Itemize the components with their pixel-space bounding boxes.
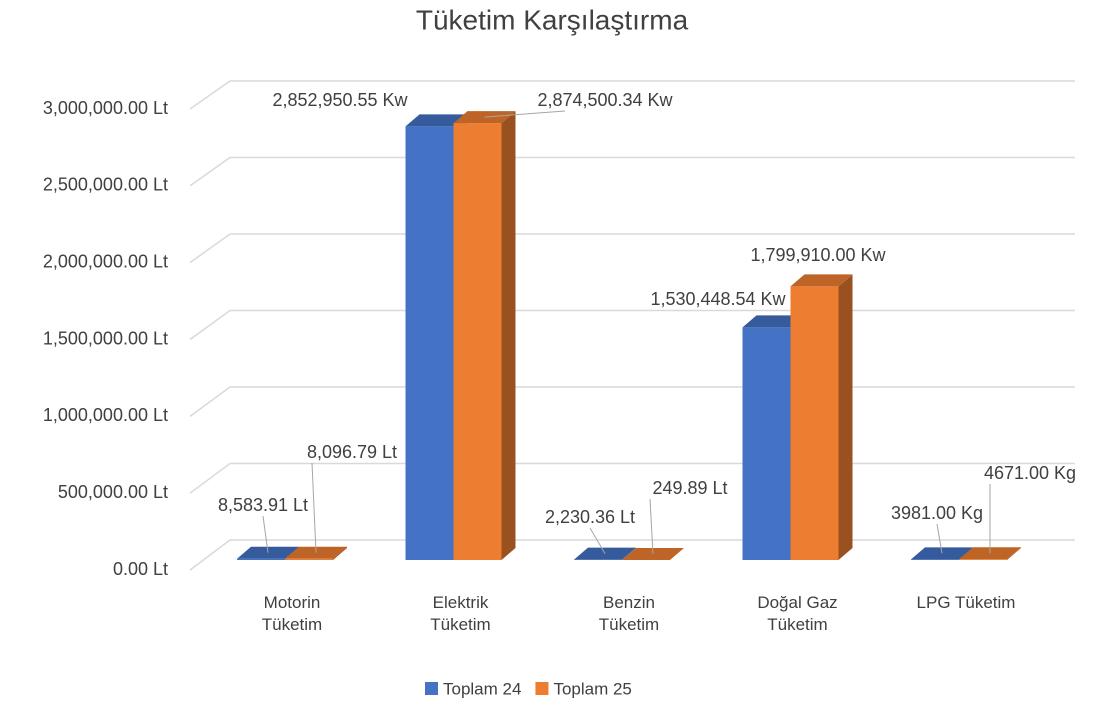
bar — [453, 123, 502, 560]
bar — [790, 286, 839, 560]
data-label: 4671.00 Kg — [984, 463, 1076, 483]
y-tick-label: 2,000,000.00 Lt — [43, 251, 168, 271]
legend-swatch — [535, 682, 549, 695]
data-label: 3981.00 Kg — [891, 503, 983, 523]
grid-line — [189, 309, 1075, 341]
x-tick-label: LPG Tüketim — [916, 593, 1016, 612]
data-label: 249.89 Lt — [652, 478, 727, 498]
bar — [959, 559, 1007, 560]
bar — [405, 126, 454, 561]
bar-side — [622, 547, 636, 560]
leader-line — [649, 498, 654, 554]
bar-side — [1007, 547, 1021, 560]
y-tick-label: 500,000.00 Lt — [58, 482, 168, 502]
x-tick-label: Motorin Tüketim — [261, 593, 323, 634]
x-tick-label: Doğal Gaz Tüketim — [757, 593, 838, 634]
legend-label: Toplam 24 — [443, 679, 521, 698]
bar — [742, 327, 791, 560]
grid-line — [189, 156, 1075, 187]
legend-label: Toplam 25 — [553, 679, 631, 698]
bar-side — [333, 546, 347, 560]
bar-top — [405, 114, 468, 127]
data-label: 1,799,910.00 Kw — [750, 245, 886, 265]
bar — [911, 559, 959, 560]
grid-line — [189, 80, 1075, 110]
grid-line — [189, 233, 1075, 264]
data-label: 2,852,950.55 Kw — [272, 90, 408, 110]
y-tick-label: 0.00 Lt — [113, 559, 168, 579]
legend-swatch — [425, 682, 438, 695]
y-tick-label: 1,500,000.00 Lt — [43, 328, 168, 348]
leader-line — [484, 110, 566, 118]
bar-side — [838, 274, 853, 560]
bar — [237, 558, 285, 560]
bar-top — [742, 315, 805, 328]
data-label: 1,530,448.54 Kw — [650, 289, 786, 309]
x-tick-label: Benzin Tüketim — [598, 593, 660, 634]
y-tick-label: 1,000,000.00 Lt — [43, 405, 168, 425]
data-label: 2,230.36 Lt — [545, 507, 635, 527]
bar-top — [790, 274, 853, 287]
x-tick-label: Elektrik Tüketim — [430, 593, 491, 634]
data-label: 8,096.79 Lt — [307, 442, 397, 462]
leader-line — [311, 462, 317, 553]
chart-title: Tüketim Karşılaştırma — [416, 4, 689, 35]
bar — [285, 558, 333, 560]
leader-line — [589, 527, 606, 554]
y-tick-label: 2,500,000.00 Lt — [43, 175, 168, 195]
data-label: 8,583.91 Lt — [218, 495, 308, 515]
y-tick-label: 3,000,000.00 Lt — [43, 98, 168, 118]
bar-side — [670, 547, 684, 560]
grid-line — [189, 462, 1075, 494]
leader-line — [936, 523, 943, 554]
bar-side — [501, 111, 516, 560]
data-label: 2,874,500.34 Kw — [537, 90, 673, 110]
grid-line — [189, 386, 1075, 417]
leader-line — [262, 515, 269, 553]
